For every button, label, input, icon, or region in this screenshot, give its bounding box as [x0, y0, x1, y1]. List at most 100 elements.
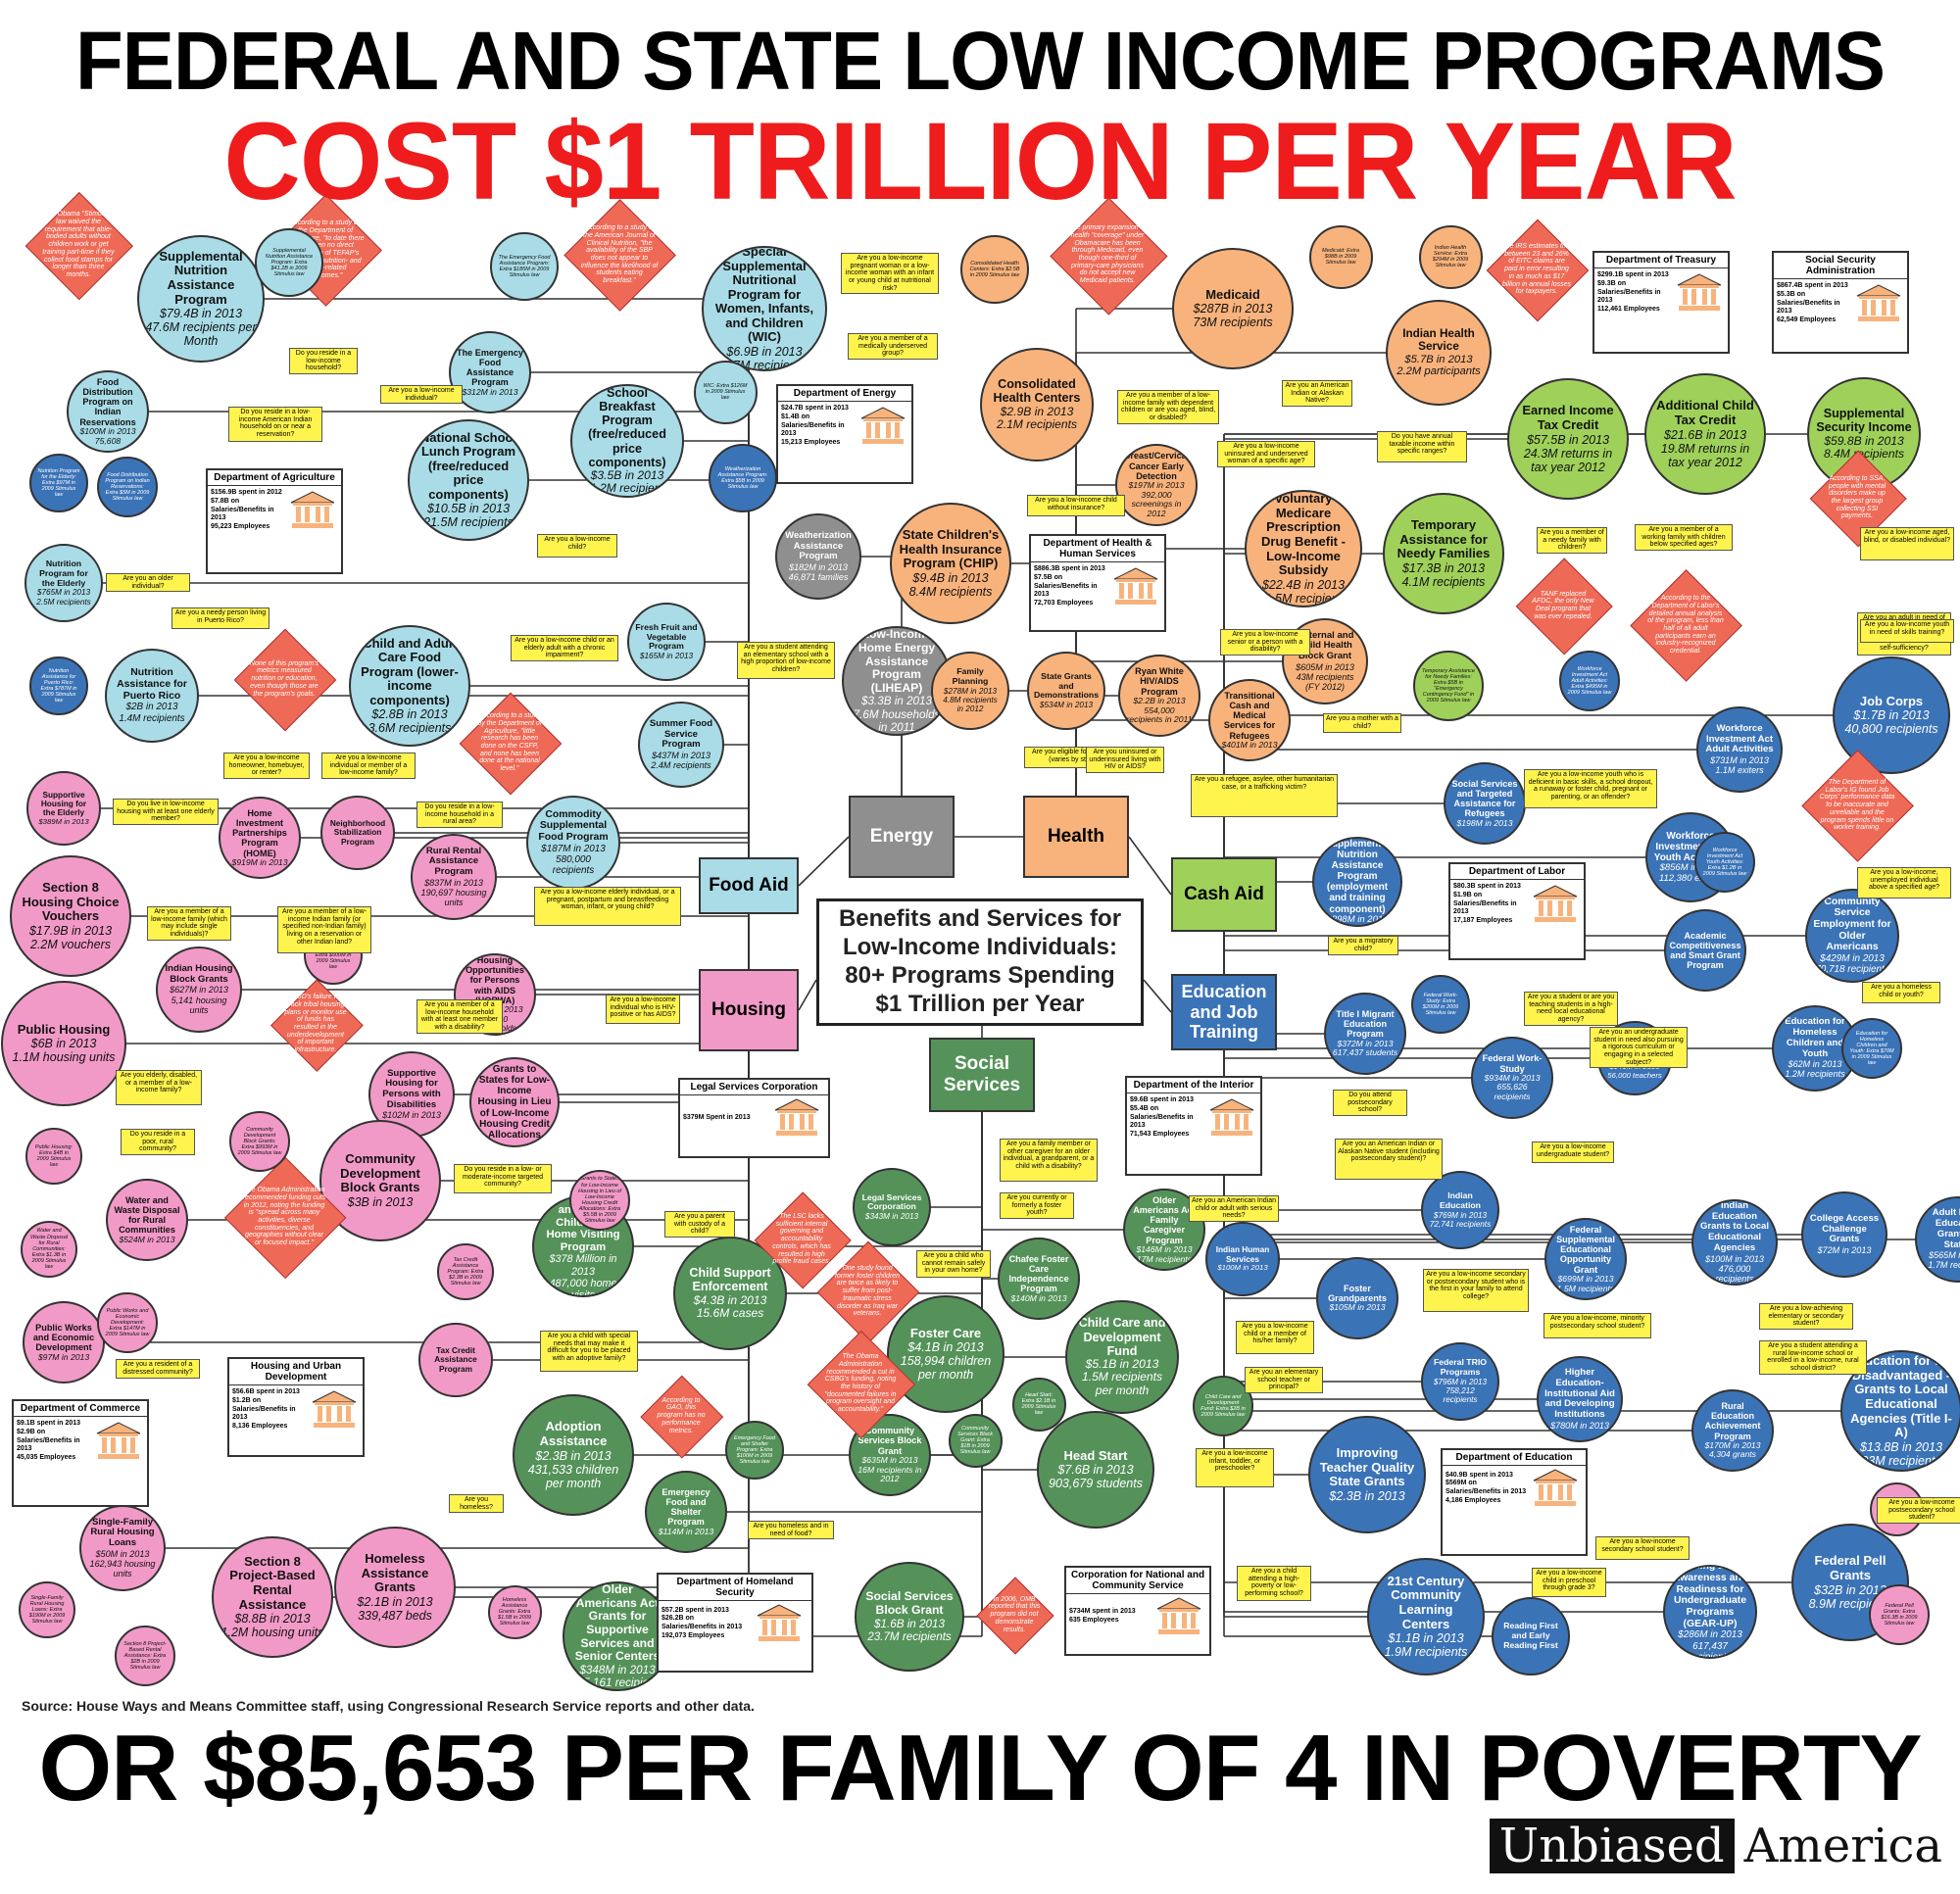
program-node: Education for Homeless Children and Yout…: [1772, 1005, 1858, 1092]
eligibility-question: Are you a member of a low-income househo…: [416, 999, 503, 1034]
department-name: Legal Services Corporation: [680, 1080, 828, 1095]
eligibility-question: Are you a family member or other caregiv…: [1000, 1139, 1098, 1182]
eligibility-question: Are you uninsured or underinsured living…: [1086, 747, 1164, 774]
program-name: Consolidated Health Centers: [993, 377, 1081, 406]
diamond-text: According to a study in the American Jou…: [580, 224, 659, 285]
department-stats: $379M Spent in 2013: [683, 1114, 768, 1123]
program-name: Head Start: [1063, 1447, 1128, 1463]
warning-diamond: According to a study by the Department o…: [270, 194, 383, 308]
source-note: Source: House Ways and Means Committee s…: [22, 1698, 755, 1714]
department-icon-wrap: [768, 1098, 825, 1138]
program-spending: $731M in 2013: [1710, 754, 1769, 765]
eligibility-question: Are you a low-income homeowner, homebuye…: [223, 753, 310, 780]
program-spending: $5.1B in 2013: [1085, 1356, 1159, 1371]
eligibility-question: Are you a needy person living in Puerto …: [172, 607, 270, 629]
connector-line: [798, 979, 817, 1011]
stimulus-note: Nutrition Program for the Elderly: Extra…: [29, 454, 88, 512]
program-name: Workforce Investment Act Adult Activitie…: [1705, 722, 1774, 755]
program-spending: $165M in 2013: [639, 652, 694, 660]
government-building-icon: [290, 491, 335, 528]
stimulus-text: Nutrition Assistance for Puerto Rico: Ex…: [40, 667, 77, 704]
program-spending: $635M in 2013: [861, 1454, 918, 1465]
program-node: Temporary Assistance for Needy Families $…: [1383, 493, 1504, 614]
program-node: Federal Supplemental Educational Opportu…: [1544, 1218, 1627, 1300]
stimulus-text: Food Distribution Program on Indian Rese…: [105, 471, 150, 503]
department-stat-1: $886.3B spent in 2013: [1034, 565, 1105, 572]
program-spending: $59.8B in 2013: [1824, 433, 1904, 448]
stimulus-text: Nutrition Program for the Elderly: Extra…: [37, 467, 80, 499]
department-icon-wrap: [1110, 567, 1161, 607]
department-stat-1: $24.7B spent in 2013: [781, 405, 849, 412]
department-body: $156.9B spent in 2012 $7.8B on Salaries/B…: [208, 486, 341, 535]
program-node: Rural Education Achievement Program $170M…: [1691, 1389, 1774, 1472]
program-recipients: 431,533 children per month: [527, 1462, 619, 1490]
program-name: Adult Basic Education Grants to States: [1932, 1207, 1960, 1250]
program-spending: $170M in 2013: [1704, 1439, 1761, 1450]
department-box: Department of Homeland Security $57.2B sp…: [657, 1573, 813, 1673]
program-name: Transitional Cash and Medical Services f…: [1223, 690, 1276, 741]
department-body: $56.6B spent in 2013 $1.2B on Salaries/Be…: [229, 1385, 363, 1434]
eligibility-question: Are you a low-income individual or membe…: [321, 753, 416, 780]
program-spending: $1.6B in 2013: [874, 1617, 945, 1630]
department-stat-2: $2.9B on Salaries/Benefits in 2013: [17, 1428, 80, 1453]
program-recipients: 56,000 teachers: [1607, 1070, 1662, 1080]
stimulus-note: Indian Health Service: Extra $294M in 20…: [1418, 224, 1483, 289]
program-node: Single-Family Rural Housing Loans $50M in…: [79, 1505, 166, 1591]
department-body: $867.4B spent in 2013 $5.3B on Salaries/B…: [1774, 279, 1907, 328]
program-spending: $62M in 2013: [1788, 1059, 1842, 1070]
program-name: Indian Education Grants to Local Educati…: [1699, 1200, 1770, 1253]
program-spending: $57.5B in 2013: [1526, 432, 1610, 447]
program-node: Older Americans Act Grants for Supportiv…: [563, 1581, 672, 1691]
program-node: Supportive Housing for the Elderly $389M …: [26, 771, 101, 846]
program-name: Social Services Block Grant: [865, 1589, 954, 1617]
diamond-text: The Obama Administration recommended fun…: [242, 1187, 326, 1247]
program-node: Grants to States for Low-Income Housing …: [469, 1057, 560, 1147]
connector-line: [1128, 836, 1172, 896]
stimulus-text: Supplemental Nutrition Assistance Progra…: [265, 247, 314, 278]
category-health: Health: [1023, 796, 1129, 878]
program-name: Medicaid: [1205, 286, 1260, 302]
program-node: Higher Education-Institutional Aid and D…: [1537, 1356, 1623, 1442]
program-node: The Emergency Food Assistance Program $31…: [449, 331, 531, 413]
diamond-text: The Department of Labor's IG found Job C…: [1819, 779, 1895, 832]
program-name: Public Works and Economic Development: [32, 1322, 95, 1353]
program-spending: $398M in 2013: [1326, 913, 1389, 925]
program-name: Gaining Early Awareness and Readiness fo…: [1672, 1565, 1748, 1629]
eligibility-question: Are you a low-income child or a member o…: [1236, 1321, 1314, 1354]
program-recipients: 1.7M recipients: [1928, 1260, 1960, 1271]
eligibility-question: Are you a low-income secondary school st…: [1595, 1536, 1690, 1560]
stimulus-note: Single-Family Rural Housing Loans: Extra…: [19, 1581, 75, 1638]
program-name: Nutrition Assistance for Puerto Rico: [117, 667, 187, 702]
program-name: National School Lunch Program (free/redu…: [419, 429, 517, 502]
eligibility-question: Are you a homeless child or youth?: [1862, 982, 1940, 1003]
program-node: Adoption Assistance $2.3B in 2013 431,533 …: [513, 1394, 634, 1516]
program-node: Child and Adult Care Food Program (lower…: [349, 625, 470, 747]
eligibility-question: Are you homeless and in need of food?: [748, 1521, 834, 1540]
diamond-text: The primary expansion of health "coverag…: [1068, 224, 1147, 285]
eligibility-question: Are you a low-income postsecondary schoo…: [1877, 1497, 1960, 1525]
program-recipients: 15.6M cases: [696, 1306, 764, 1321]
program-spending: $102M in 2013: [382, 1110, 441, 1121]
program-spending: $8.8B in 2013: [234, 1612, 311, 1627]
stimulus-text: WIC: Extra $126M in 2009 Stimulus law: [703, 382, 748, 402]
diamond-text: The IRS estimates that between 23 and 26…: [1501, 243, 1572, 296]
program-recipients: 476,000 recipients: [1715, 1263, 1754, 1284]
diamond-text: According to SSA, people with mental dis…: [1828, 474, 1886, 520]
program-spending: $182M in 2013: [789, 561, 848, 572]
department-icon-wrap: [750, 1604, 808, 1643]
program-node: Transitional Cash and Medical Services f…: [1208, 679, 1291, 761]
program-node: National School Lunch Program (free/redu…: [408, 419, 529, 541]
stimulus-text: Workforce Investment Act Youth Activitie…: [1702, 847, 1747, 878]
program-recipients: 43M recipients (FY 2012): [1296, 671, 1354, 693]
eligibility-question: Are you a resident of a distressed commu…: [116, 1359, 200, 1379]
program-spending: $17.3B in 2013: [1401, 560, 1486, 575]
program-node: Family Planning $278M in 2013 4.8M recipie…: [931, 652, 1009, 730]
eligibility-question: Are you a migratory child?: [1328, 936, 1398, 955]
program-spending: $100M in 2013: [1705, 1253, 1764, 1264]
program-name: Child Care and Development Fund: [1078, 1316, 1166, 1358]
department-name: Housing and Urban Development: [229, 1359, 363, 1385]
program-recipients: 8.4M recipients: [908, 584, 993, 599]
program-name: Indian Housing Block Grants: [165, 963, 233, 985]
program-name: Supportive Housing for the Elderly: [40, 790, 87, 818]
warning-diamond: The Obama "Stimulus" law waived the requ…: [25, 192, 133, 300]
